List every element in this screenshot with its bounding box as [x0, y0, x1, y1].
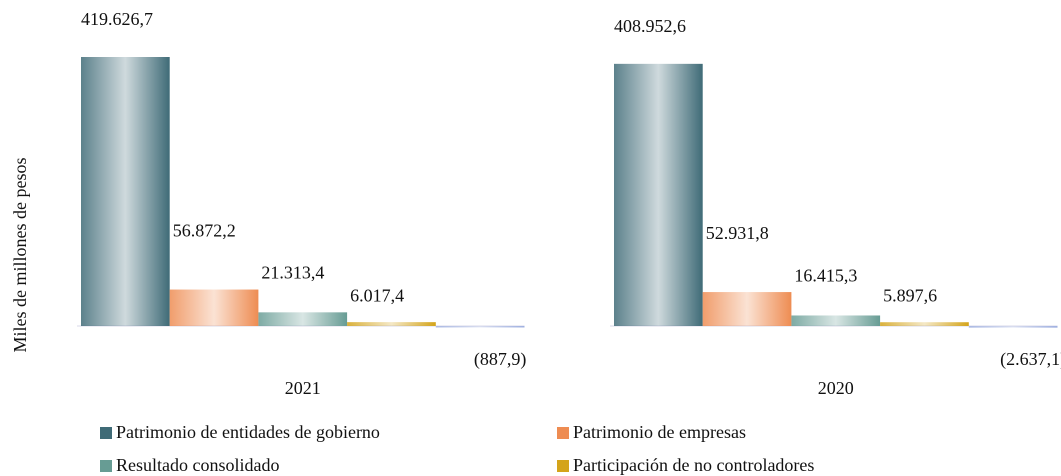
x-tick-label: 2021 [285, 378, 321, 398]
data-label: 408.952,6 [614, 16, 686, 36]
y-axis-label: Miles de millones de pesos [10, 158, 30, 353]
bar [169, 289, 259, 326]
data-label: 419.626,7 [81, 9, 153, 29]
bar [347, 322, 436, 326]
legend-swatch [100, 427, 112, 439]
legend-swatch [557, 427, 569, 439]
legend-label: Participación de no controladores [573, 455, 814, 475]
legend-swatch [100, 460, 112, 472]
data-label: (887,9) [474, 349, 527, 370]
x-tick-label: 2020 [818, 378, 854, 398]
data-label: 52.931,8 [706, 223, 769, 243]
legend-swatch [557, 460, 569, 472]
data-label: 56.872,2 [173, 221, 236, 241]
bar [81, 57, 170, 326]
bar [614, 63, 703, 326]
bar [258, 312, 348, 326]
data-label: 6.017,4 [350, 285, 404, 305]
data-label: 16.415,3 [794, 266, 857, 286]
legend-label: Patrimonio de empresas [573, 422, 746, 442]
legend-label: Resultado consolidado [116, 455, 279, 475]
legend-label: Patrimonio de entidades de gobierno [116, 422, 380, 442]
bar [880, 322, 969, 326]
bar [435, 326, 525, 328]
data-label: 5.897,6 [883, 285, 937, 305]
bar [791, 315, 881, 326]
data-label: 21.313,4 [261, 262, 324, 282]
bar [702, 292, 792, 326]
data-label: (2.637,1) [1000, 349, 1061, 370]
bar [968, 326, 1058, 328]
